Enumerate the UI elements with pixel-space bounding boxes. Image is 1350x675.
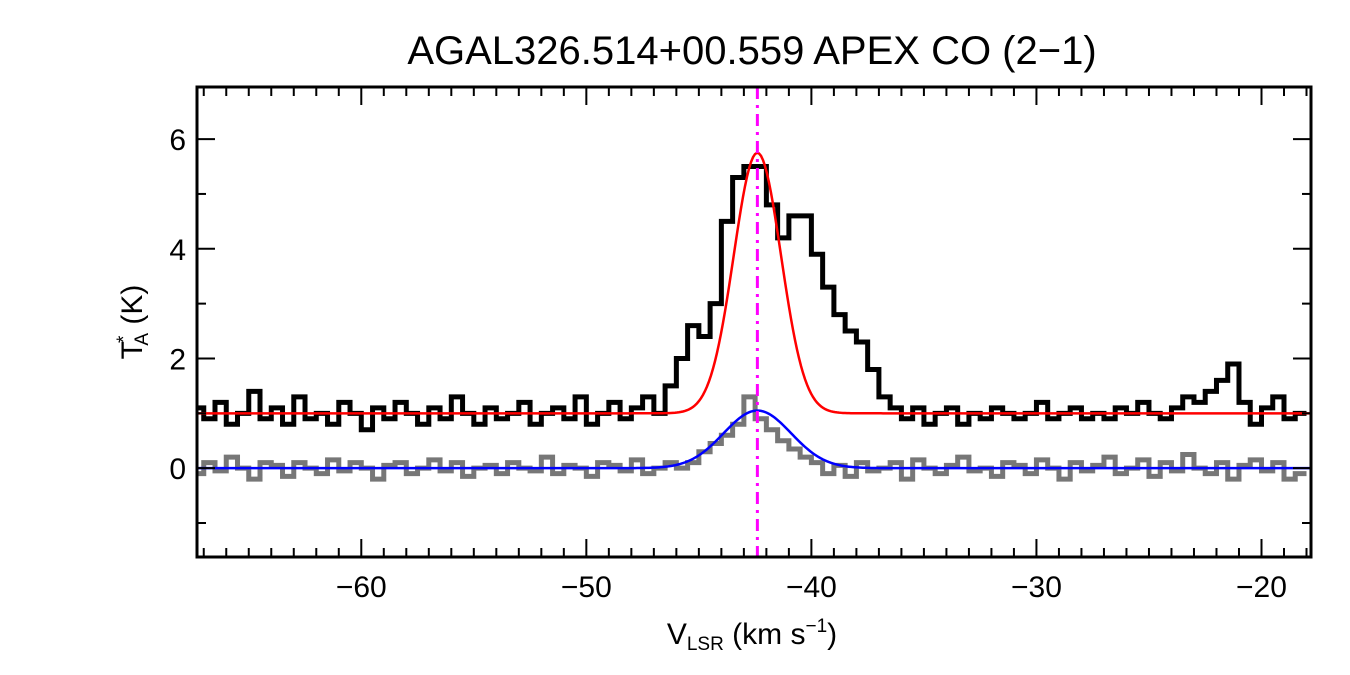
gaussian-fit [197,151,1311,415]
x-tick-label: −20 [1236,571,1287,604]
plot-area [195,85,1313,559]
y-tick-label: 0 [169,453,186,486]
y-axis-label: T*A (K) [114,285,153,360]
x-tick-label: −30 [1011,571,1062,604]
x-tick-label: −60 [336,571,387,604]
y-tick-label: 2 [169,343,186,376]
series-group [197,87,1311,557]
observed-spectrum-line [197,164,1307,433]
x-tick-labels: −60 −50 −40 −30 −20 [336,571,1287,604]
residual-gaussian-fit [197,409,1311,470]
x-axis-label: VLSR (km s−1) [667,616,837,655]
x-tick-label: −50 [561,571,612,604]
residual-spectrum-line [197,394,1307,482]
x-tick-label: −40 [786,571,837,604]
y-tick-labels: 0 2 4 6 [169,124,186,486]
axes-frame [195,85,1313,559]
y-tick-label: 4 [169,234,186,267]
chart-title: AGAL326.514+00.559 APEX CO (2−1) [407,29,1096,73]
y-tick-label: 6 [169,124,186,157]
